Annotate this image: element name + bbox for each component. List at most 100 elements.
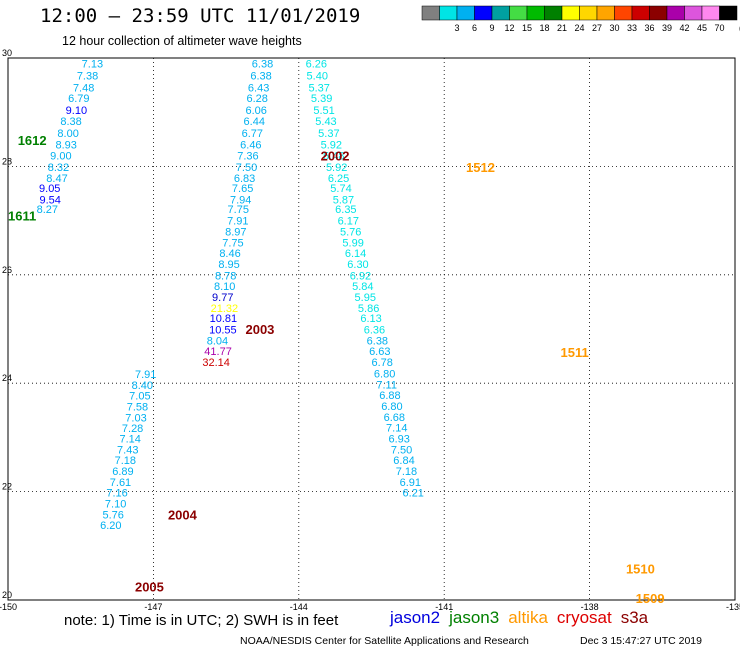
wave-height-value: 7.38	[77, 70, 98, 82]
y-tick-label: 30	[2, 48, 12, 58]
wave-height-value: 41.77	[204, 346, 232, 358]
wave-height-value: 7.14	[119, 433, 140, 445]
wave-height-value: 10.81	[210, 313, 238, 325]
wave-height-value: 6.38	[252, 58, 273, 70]
wave-height-value: 5.43	[315, 116, 336, 128]
wave-height-value: 7.05	[129, 391, 150, 403]
plot-frame	[7, 57, 736, 601]
wave-height-value: 8.78	[215, 270, 236, 282]
wave-height-value: 8.46	[219, 248, 240, 260]
pass-time-label: 2003	[245, 322, 274, 337]
satellite-name: cryosat	[556, 608, 612, 627]
wave-height-value: 7.61	[110, 477, 131, 489]
wave-height-value: 9.00	[50, 151, 71, 163]
y-tick-label: 22	[2, 482, 12, 492]
wave-height-value: 7.48	[73, 82, 94, 94]
wave-height-value: 6.83	[234, 173, 255, 185]
wave-height-value: 6.91	[400, 477, 421, 489]
wave-height-value: 8.97	[225, 226, 246, 238]
wave-height-value: 6.46	[240, 140, 261, 152]
generation-timestamp: Dec 3 15:47:27 UTC 2019	[580, 635, 702, 647]
wave-height-value: 7.91	[135, 369, 156, 381]
wave-height-value: 9.54	[40, 194, 61, 206]
wave-height-value: 7.10	[105, 499, 126, 511]
wave-height-value: 6.17	[338, 216, 359, 228]
wave-height-value: 6.14	[345, 248, 366, 260]
wave-height-value: 7.50	[236, 162, 257, 174]
wave-height-value: 6.80	[374, 368, 395, 380]
wave-height-value: 7.58	[127, 402, 148, 414]
wave-height-value: 8.38	[60, 116, 81, 128]
wave-height-value: 5.37	[318, 128, 339, 140]
wave-height-value: 8.95	[218, 259, 239, 271]
wave-height-value: 9.77	[212, 292, 233, 304]
wave-height-value: 7.50	[391, 444, 412, 456]
wave-height-value: 6.84	[393, 455, 414, 467]
wave-height-value: 5.48	[323, 151, 344, 163]
legend-label: 9	[489, 23, 494, 33]
wave-height-value: 5.74	[330, 183, 351, 195]
y-tick-label: 24	[2, 373, 12, 383]
chart-subtitle: 12 hour collection of altimeter wave hei…	[62, 34, 302, 48]
satellite-name: altika	[508, 608, 548, 627]
x-tick-label: -150	[0, 602, 17, 612]
wave-height-value: 5.76	[340, 226, 361, 238]
x-tick-label: -138	[581, 602, 599, 612]
x-tick-label: -141	[435, 602, 453, 612]
wave-height-value: 6.68	[384, 412, 405, 424]
wave-height-value: 6.63	[369, 346, 390, 358]
wave-height-value: 6.35	[335, 204, 356, 216]
y-tick-label: 28	[2, 156, 12, 166]
wave-height-value: 5.76	[103, 509, 124, 521]
wave-height-value: 6.21	[403, 488, 424, 500]
wave-height-value: 8.93	[55, 140, 76, 152]
wave-height-value: 7.75	[228, 204, 249, 216]
legend-label: 6	[472, 23, 477, 33]
wave-height-value: 5.99	[342, 237, 363, 249]
wave-height-value: 21.32	[211, 303, 239, 315]
wave-height-value: 6.88	[379, 390, 400, 402]
wave-height-value: 6.13	[360, 313, 381, 325]
legend-label: 15	[522, 23, 532, 33]
wave-height-value: 6.36	[364, 325, 385, 337]
pass-time-label: 1510	[626, 562, 655, 577]
wave-height-value: 32.14	[202, 357, 230, 369]
wave-height-value: 7.43	[117, 444, 138, 456]
legend-label: 27	[592, 23, 602, 33]
pass-time-label: 2005	[135, 579, 164, 594]
wave-height-value: 7.65	[232, 183, 253, 195]
wave-height-value: 5.51	[313, 105, 334, 117]
satellite-key: jason2 jason3 altika cryosat s3a	[390, 608, 657, 628]
wave-height-value: 8.47	[46, 173, 67, 185]
wave-height-value: 7.18	[396, 466, 417, 478]
wave-height-value: 8.10	[214, 281, 235, 293]
wave-height-value: 8.27	[37, 204, 58, 216]
wave-height-value: 5.84	[352, 281, 373, 293]
x-tick-label: -147	[144, 602, 162, 612]
wave-height-value: 6.30	[347, 259, 368, 271]
wave-height-value: 5.92	[321, 140, 342, 152]
wave-height-value: 7.13	[82, 58, 103, 70]
legend-label: 33	[627, 23, 637, 33]
legend-label: 42	[679, 23, 689, 33]
footnote: note: 1) Time is in UTC; 2) SWH is in fe…	[64, 612, 339, 629]
wave-height-value: 7.18	[115, 455, 136, 467]
wave-height-value: 6.44	[244, 116, 265, 128]
legend-label: 18	[539, 23, 549, 33]
wave-height-value: 7.36	[237, 151, 258, 163]
wave-height-value: 6.77	[242, 128, 263, 140]
legend-swatch	[719, 5, 738, 21]
wave-height-value: 5.40	[307, 70, 328, 82]
chart-title: 12:00 – 23:59 UTC 11/01/2019	[40, 5, 361, 27]
wave-height-value: 7.16	[106, 488, 127, 500]
wave-height-value: 6.80	[381, 401, 402, 413]
legend-label: 12	[504, 23, 514, 33]
wave-height-value: 8.40	[132, 380, 153, 392]
legend-label: 3	[454, 23, 459, 33]
wave-height-value: 7.91	[227, 216, 248, 228]
y-tick-label: 20	[2, 590, 12, 600]
x-tick-label: -144	[290, 602, 308, 612]
x-tick-label: -135	[726, 602, 740, 612]
